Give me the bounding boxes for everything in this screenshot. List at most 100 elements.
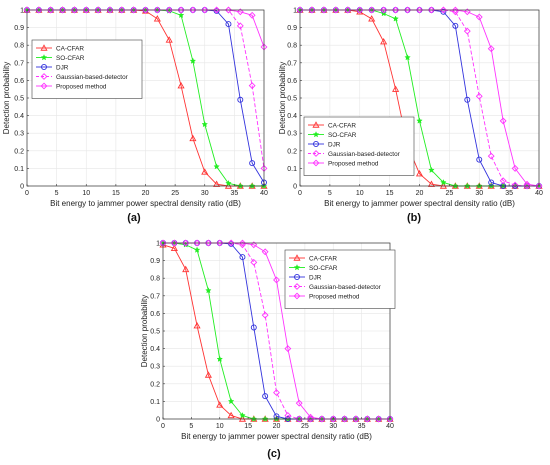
- data-point: [189, 6, 197, 14]
- legend-entry: Gaussian-based-detector: [308, 150, 401, 158]
- data-point: [204, 371, 212, 378]
- y-tick-label: 0.8: [287, 43, 297, 50]
- data-point: [415, 169, 424, 177]
- y-tick-label: 0.4: [14, 113, 24, 120]
- data-point: [227, 411, 235, 419]
- legend-marker: [294, 274, 300, 280]
- x-tick-label: 35: [358, 423, 366, 430]
- data-point: [216, 401, 224, 408]
- data-point: [239, 254, 246, 261]
- legend-box: [303, 116, 415, 176]
- data-point: [165, 6, 173, 14]
- data-point: [177, 6, 185, 14]
- data-point: [177, 81, 185, 89]
- x-tick-label: 10: [356, 190, 364, 197]
- data-point: [318, 415, 326, 423]
- data-point: [227, 239, 235, 247]
- legend-label: Proposed method: [328, 160, 379, 167]
- y-tick-label: 0.1: [14, 166, 24, 173]
- y-tick-label: 0.9: [14, 25, 24, 32]
- legend-label: CA-CFAR: [328, 122, 356, 129]
- y-axis-label: Detection probability: [2, 62, 11, 134]
- y-tick-label: 0.5: [287, 96, 297, 103]
- y-tick-label: 0.5: [14, 96, 24, 103]
- legend-entry: Gaussian-based-detector: [36, 73, 129, 81]
- data-point: [535, 182, 543, 190]
- y-tick-label: 0.4: [287, 113, 297, 120]
- data-point: [189, 134, 197, 142]
- x-tick-label: 10: [82, 190, 90, 197]
- legend-marker: [313, 141, 319, 147]
- x-tick-label: 25: [171, 190, 179, 197]
- data-point: [440, 179, 447, 186]
- data-point: [225, 6, 232, 14]
- legend-entry: CA-CFAR: [289, 254, 337, 262]
- x-tick-label: 0: [161, 423, 165, 430]
- data-point: [213, 6, 221, 14]
- data-point: [130, 6, 138, 14]
- data-point: [237, 96, 244, 103]
- x-tick-label: 5: [328, 190, 332, 197]
- x-tick-label: 30: [201, 190, 209, 197]
- x-tick-label: 25: [445, 190, 453, 197]
- x-tick-label: 40: [535, 190, 543, 197]
- data-point: [464, 96, 471, 103]
- y-tick-label: 0.1: [150, 399, 160, 406]
- data-point: [404, 54, 411, 61]
- y-tick-label: 1: [293, 8, 297, 15]
- data-point: [213, 163, 220, 170]
- legend-label: SO-CFAR: [309, 265, 338, 272]
- data-point: [193, 246, 201, 253]
- data-point: [94, 6, 102, 14]
- data-point: [295, 399, 303, 407]
- data-point: [250, 324, 257, 331]
- legend-marker: [293, 292, 301, 300]
- data-point: [511, 164, 519, 172]
- data-point: [386, 415, 394, 423]
- x-tick-label: 15: [244, 423, 252, 430]
- data-point: [273, 389, 280, 397]
- data-point: [308, 6, 316, 14]
- data-point: [142, 6, 149, 14]
- x-tick-label: 20: [416, 190, 424, 197]
- y-tick-label: 0.1: [287, 166, 297, 173]
- data-point: [250, 241, 258, 249]
- legend-entry: Gaussian-based-detector: [289, 283, 382, 291]
- legend-label: SO-CFAR: [328, 132, 357, 139]
- data-point: [106, 6, 114, 14]
- legend-label: DJR: [56, 64, 69, 71]
- y-tick-label: 0.3: [150, 364, 160, 371]
- legend-entry: CA-CFAR: [36, 44, 84, 52]
- legend-marker: [312, 131, 320, 138]
- y-tick-label: 0.7: [14, 60, 24, 67]
- x-tick-label: 15: [386, 190, 394, 197]
- y-tick-label: 0.9: [287, 25, 297, 32]
- y-tick-label: 0.8: [14, 43, 24, 50]
- data-point: [427, 180, 436, 187]
- data-point: [416, 117, 423, 124]
- legend-marker: [293, 264, 301, 271]
- y-tick-label: 0.3: [287, 131, 297, 138]
- legend-entry: SO-CFAR: [308, 131, 357, 139]
- y-tick-label: 0.2: [287, 148, 297, 155]
- y-tick-label: 0: [293, 184, 297, 191]
- data-point: [428, 6, 435, 14]
- legend-entry: SO-CFAR: [36, 54, 85, 62]
- data-point: [487, 152, 495, 160]
- data-point: [70, 6, 78, 14]
- data-point: [205, 287, 212, 294]
- data-point: [368, 6, 376, 14]
- data-point: [182, 265, 190, 273]
- y-tick-label: 0.7: [287, 60, 297, 67]
- legend-marker: [40, 44, 48, 51]
- data-point: [239, 412, 246, 419]
- x-tick-label: 5: [189, 423, 193, 430]
- data-point: [416, 6, 423, 14]
- x-tick-label: 35: [230, 190, 238, 197]
- y-tick-label: 1: [156, 241, 160, 248]
- data-point: [341, 415, 349, 423]
- legend-marker: [40, 54, 48, 61]
- y-tick-label: 0.6: [287, 78, 297, 85]
- data-point: [153, 6, 161, 14]
